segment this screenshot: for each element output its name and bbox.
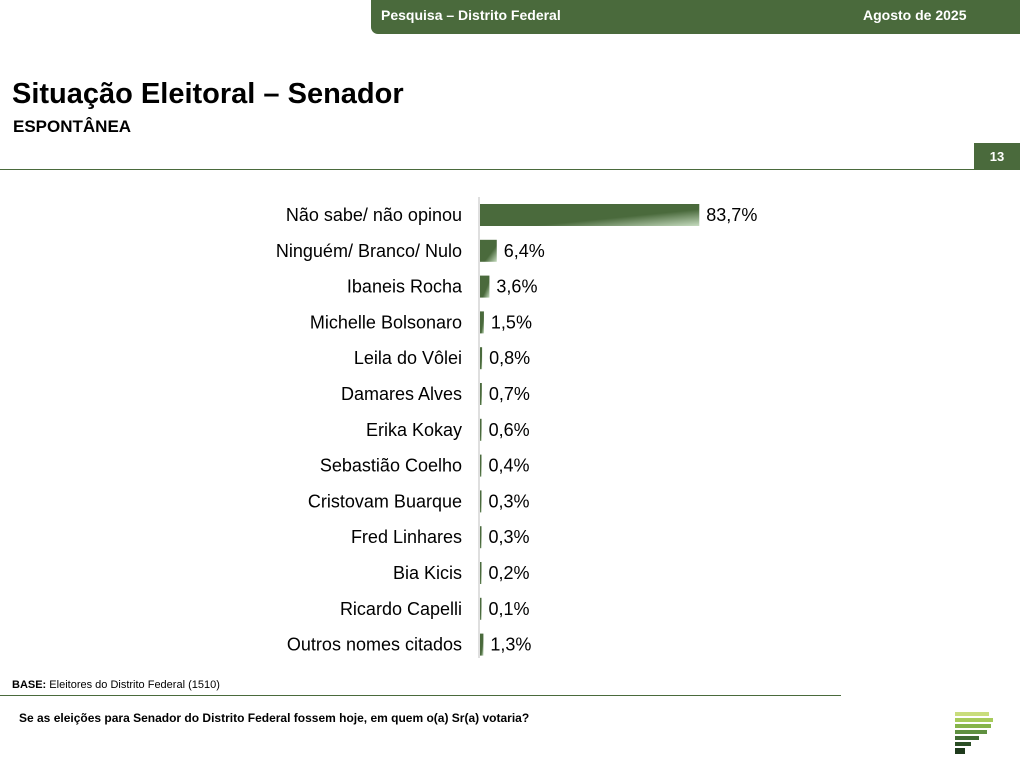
value-label: 3,6% — [496, 277, 537, 297]
category-label: Ninguém/ Branco/ Nulo — [276, 241, 462, 261]
survey-date: Agosto de 2025 — [863, 7, 967, 23]
value-label: 0,3% — [489, 527, 530, 547]
survey-question: Se as eleições para Senador do Distrito … — [19, 711, 530, 725]
category-label: Leila do Vôlei — [354, 348, 462, 368]
bar — [480, 239, 497, 262]
value-label: 0,4% — [489, 456, 530, 476]
value-label: 0,2% — [489, 563, 530, 583]
footer-divider — [0, 695, 841, 696]
page-subtitle: ESPONTÂNEA — [13, 117, 132, 136]
bar — [480, 633, 484, 656]
base-label: BASE: — [12, 679, 47, 691]
value-label: 0,3% — [489, 491, 530, 511]
value-label: 6,4% — [504, 241, 545, 261]
bar — [480, 204, 700, 226]
value-label: 1,5% — [491, 312, 532, 332]
category-label: Bia Kicis — [393, 563, 462, 583]
bar — [480, 418, 482, 441]
header-bar: Pesquisa – Distrito Federal Agosto de 20… — [371, 0, 1020, 34]
bar — [480, 562, 482, 584]
page-title: Situação Eleitoral – Senador — [12, 78, 404, 110]
value-label: 0,7% — [489, 384, 530, 404]
bar — [480, 347, 483, 370]
base-note: BASE: Eleitores do Distrito Federal (151… — [12, 679, 220, 691]
value-label: 1,3% — [490, 635, 531, 655]
category-label: Michelle Bolsonaro — [310, 312, 462, 332]
category-label: Ibaneis Rocha — [347, 277, 463, 297]
value-label: 0,1% — [489, 599, 530, 619]
page-number: 13 — [974, 143, 1020, 170]
category-label: Erika Kokay — [366, 420, 462, 440]
bar — [480, 597, 482, 620]
category-label: Sebastião Coelho — [320, 456, 462, 476]
category-label: Damares Alves — [341, 384, 462, 404]
value-label: 0,6% — [489, 420, 530, 440]
survey-name: Pesquisa – Distrito Federal — [381, 7, 561, 23]
bar — [480, 526, 482, 549]
category-label: Cristovam Buarque — [308, 491, 462, 511]
stacked-bars-logo-icon — [955, 712, 993, 754]
value-label: 83,7% — [706, 205, 757, 225]
bar — [480, 311, 484, 334]
category-label: Fred Linhares — [351, 527, 462, 547]
value-label: 0,8% — [489, 348, 530, 368]
bar — [480, 383, 482, 405]
bar — [480, 275, 490, 298]
header-divider — [0, 169, 1020, 170]
bar — [480, 454, 482, 477]
base-text: Eleitores do Distrito Federal (1510) — [49, 679, 220, 691]
bar — [480, 490, 482, 513]
category-label: Não sabe/ não opinou — [286, 205, 462, 225]
category-label: Outros nomes citados — [287, 635, 462, 655]
category-label: Ricardo Capelli — [340, 599, 462, 619]
bar-chart: Não sabe/ não opinou 83,7% Ninguém/ Branco… — [276, 197, 757, 658]
